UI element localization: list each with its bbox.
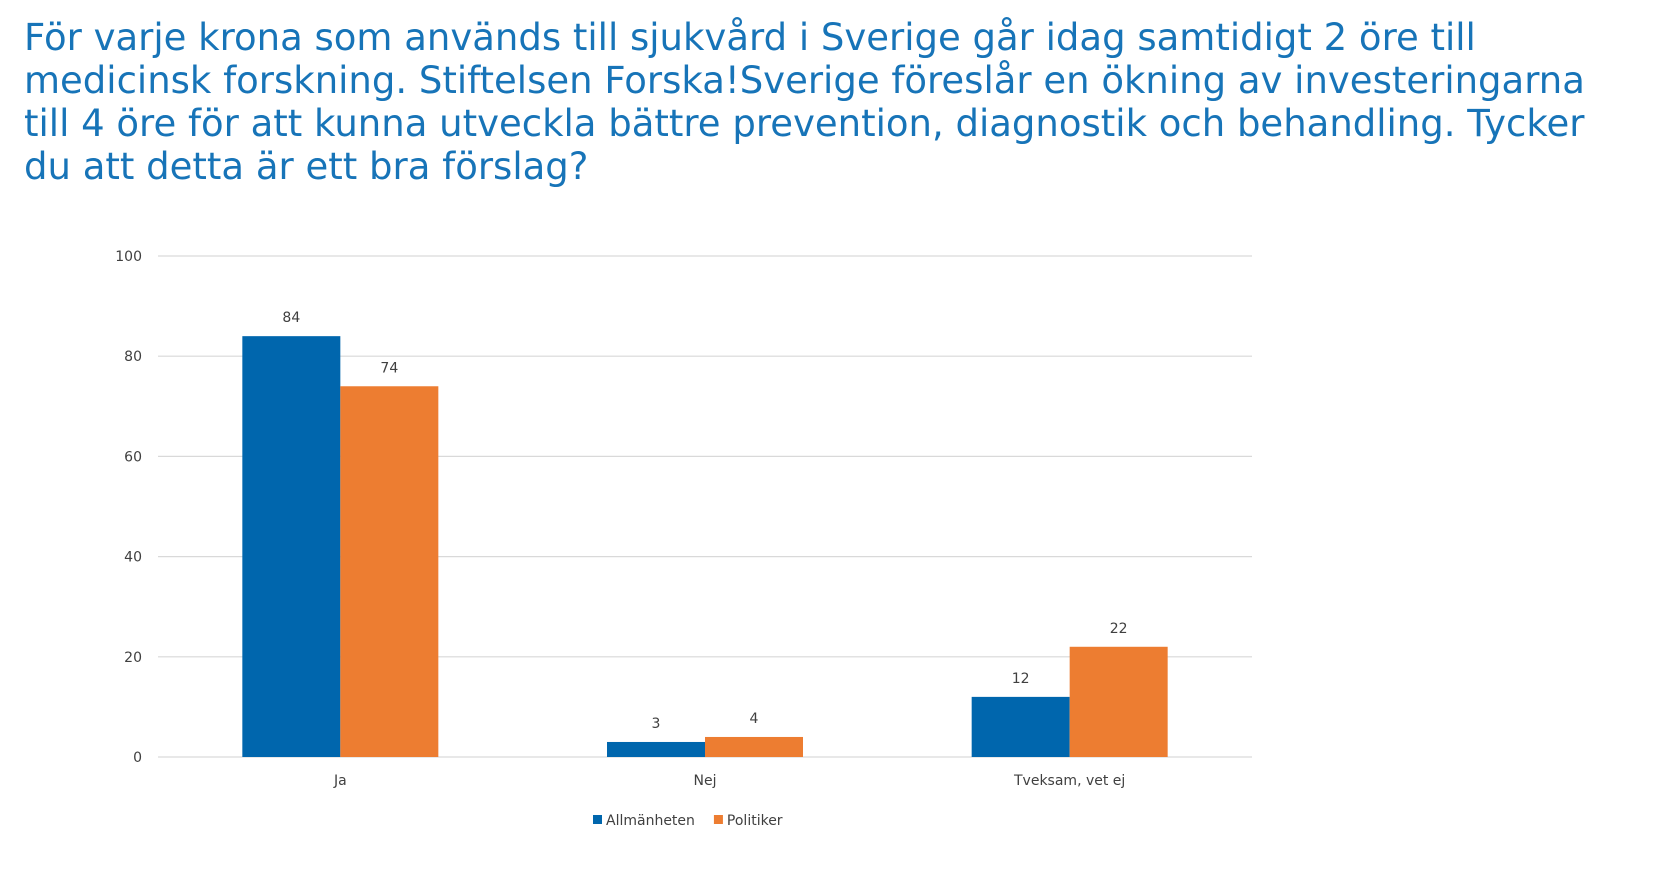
data-label: 4: [750, 711, 759, 727]
legend: Allmänheten Politiker: [593, 813, 783, 829]
y-tick-label: 40: [124, 550, 142, 566]
y-tick-label: 60: [124, 449, 142, 465]
legend-label: Politiker: [727, 813, 783, 829]
legend-swatch: [593, 815, 602, 824]
x-tick-label: Tveksam, vet ej: [1013, 773, 1125, 789]
bar-politiker-1: [705, 736, 803, 757]
page-title: För varje krona som används till sjukvår…: [24, 16, 1585, 188]
bar-politiker-2: [1069, 646, 1168, 757]
data-label: 3: [652, 716, 661, 732]
data-label: 84: [282, 310, 300, 326]
bar-allmänheten-0: [242, 336, 341, 757]
data-labels: 84 74 3 4 12 22: [282, 310, 1127, 732]
y-tick-label: 20: [124, 650, 142, 666]
legend-swatch: [713, 815, 723, 824]
bar-politiker-0: [340, 386, 439, 757]
legend-label: Allmänheten: [606, 813, 695, 829]
bars: [242, 336, 1168, 757]
x-axis: Ja Nej Tveksam, vet ej: [333, 773, 1125, 789]
legend-entry: Politiker: [713, 813, 783, 829]
data-label: 74: [380, 360, 398, 376]
y-axis: 0 20 40 60 80 100: [115, 249, 142, 766]
y-tick-label: 100: [115, 249, 142, 265]
bar-allmänheten-1: [607, 741, 705, 757]
y-tick-label: 80: [124, 349, 142, 365]
x-tick-label: Ja: [333, 773, 347, 789]
bar-allmänheten-2: [971, 696, 1070, 757]
data-label: 22: [1110, 621, 1128, 637]
x-tick-label: Nej: [694, 773, 717, 789]
data-label: 12: [1012, 671, 1030, 687]
y-tick-label: 0: [133, 750, 142, 766]
legend-entry: Allmänheten: [593, 813, 695, 829]
